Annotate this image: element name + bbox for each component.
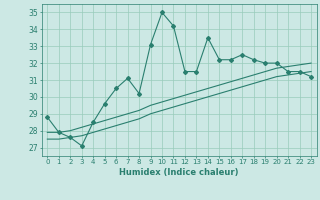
X-axis label: Humidex (Indice chaleur): Humidex (Indice chaleur) [119,168,239,177]
